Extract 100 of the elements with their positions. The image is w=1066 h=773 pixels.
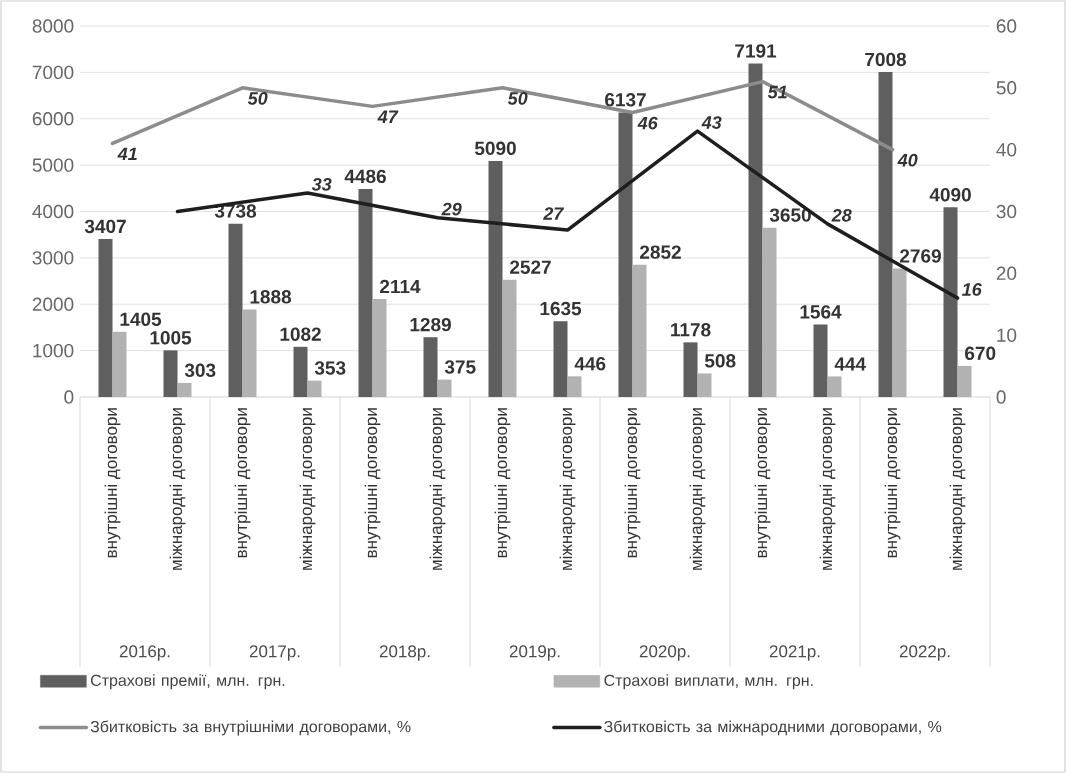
bar	[163, 350, 178, 397]
data-label: 5090	[474, 141, 516, 156]
y2-tick-label: 60	[996, 19, 1017, 33]
bar	[358, 188, 373, 397]
data-label: 3407	[84, 219, 126, 234]
bar	[618, 112, 633, 397]
text: 2022р.	[899, 645, 950, 661]
data-label: 40	[897, 153, 918, 167]
data-label: 446	[574, 356, 606, 371]
x-tick-label: внутрішні договори	[754, 408, 771, 558]
data-label: 4486	[344, 169, 386, 184]
x-tick-label: міжнародні договори	[299, 408, 316, 570]
bar	[293, 346, 308, 397]
data-label: 7191	[735, 44, 777, 58]
data-label: 28	[831, 208, 852, 222]
data-label: 2769	[900, 249, 941, 263]
bar	[748, 63, 763, 397]
x-tick-label: міжнародні договори	[429, 408, 446, 570]
data-label: 1178	[671, 323, 711, 337]
x-tick-label: міжнародні договори	[169, 408, 186, 570]
legend-label: Збитковість за внутрішніми договорами, %	[90, 720, 411, 736]
text: 2021р.	[769, 645, 820, 661]
x-tick-label: міжнародні договори	[559, 408, 576, 570]
data-label: 1005	[150, 331, 192, 345]
data-label: 1289	[410, 317, 451, 332]
y2-tick-label: 40	[996, 142, 1017, 157]
bar	[242, 309, 257, 397]
data-label: 375	[444, 360, 476, 374]
bar	[177, 382, 192, 397]
bar	[553, 321, 568, 397]
data-label: 41	[117, 147, 137, 161]
bar	[437, 379, 452, 397]
data-label: 50	[507, 92, 528, 105]
x-tick-label: міжнародні договори	[819, 408, 836, 570]
text: 2017р.	[249, 645, 300, 661]
bar	[567, 376, 582, 397]
data-label: 7008	[865, 52, 907, 67]
bar	[423, 337, 438, 397]
bar	[228, 223, 243, 397]
text: 2020р.	[639, 645, 690, 661]
legend-label: Страхові виплати, млн. грн.	[604, 674, 813, 690]
y-tick-label: 7000	[32, 65, 74, 80]
bar	[813, 324, 828, 397]
data-label: 16	[961, 283, 982, 296]
bar	[697, 373, 712, 397]
bar	[762, 227, 777, 397]
y-tick-label: 8000	[32, 19, 74, 33]
x-tick-label: внутрішні договори	[364, 408, 381, 558]
y-tick-label: 3000	[32, 251, 74, 265]
x-tick-label: внутрішні договори	[234, 408, 251, 558]
text: 2016р.	[119, 645, 170, 661]
legend-label: Збитковість за міжнародними договорами, %	[604, 720, 942, 736]
y-tick-label: 4000	[32, 204, 74, 219]
bar	[943, 207, 958, 397]
y-tick-label: 0	[64, 390, 74, 404]
y2-tick-label: 10	[997, 328, 1017, 342]
y2-tick-label: 50	[996, 81, 1017, 95]
x-tick-label: внутрішні договори	[104, 408, 121, 558]
data-label: 353	[314, 361, 346, 375]
bar	[878, 72, 893, 397]
data-label: 43	[701, 116, 722, 129]
bar	[307, 380, 322, 397]
bar	[957, 365, 972, 397]
data-label: 4090	[929, 188, 971, 202]
bar	[502, 279, 517, 397]
data-label: 1082	[280, 327, 321, 341]
data-label: 6137	[605, 93, 646, 107]
y2-tick-label: 20	[996, 266, 1017, 281]
data-label: 1405	[120, 312, 162, 326]
data-label: 1888	[250, 290, 292, 304]
bar	[98, 238, 113, 397]
bar	[488, 160, 503, 397]
data-label: 2527	[510, 260, 551, 274]
data-label: 1635	[540, 301, 582, 316]
x-tick-label: міжнародні договори	[949, 408, 966, 570]
data-label: 508	[704, 354, 736, 368]
x-tick-label: внутрішні договори	[624, 408, 641, 558]
data-label: 444	[834, 357, 866, 371]
y-tick-label: 6000	[32, 112, 74, 126]
data-label: 2114	[380, 279, 421, 294]
bar	[683, 342, 698, 397]
data-label: 47	[377, 110, 399, 123]
legend-label: Страхові премії, млн. грн.	[90, 674, 285, 690]
y-tick-label: 2000	[32, 297, 74, 311]
x-tick-label: внутрішні договори	[494, 408, 511, 558]
data-label: 29	[441, 202, 462, 216]
bar	[892, 268, 907, 397]
bar	[827, 376, 842, 397]
y-tick-label: 1000	[33, 343, 74, 358]
data-label: 33	[311, 177, 332, 191]
text: 2019р.	[509, 645, 560, 661]
x-tick-label: внутрішні договори	[884, 408, 901, 558]
data-label: 3650	[769, 208, 811, 222]
data-label: 46	[637, 116, 658, 130]
data-label: 670	[965, 346, 996, 361]
data-label: 50	[247, 92, 268, 105]
bar	[632, 264, 647, 397]
data-label: 2852	[640, 245, 681, 259]
y2-tick-label: 30	[996, 204, 1017, 219]
text: 2018р.	[379, 645, 430, 661]
